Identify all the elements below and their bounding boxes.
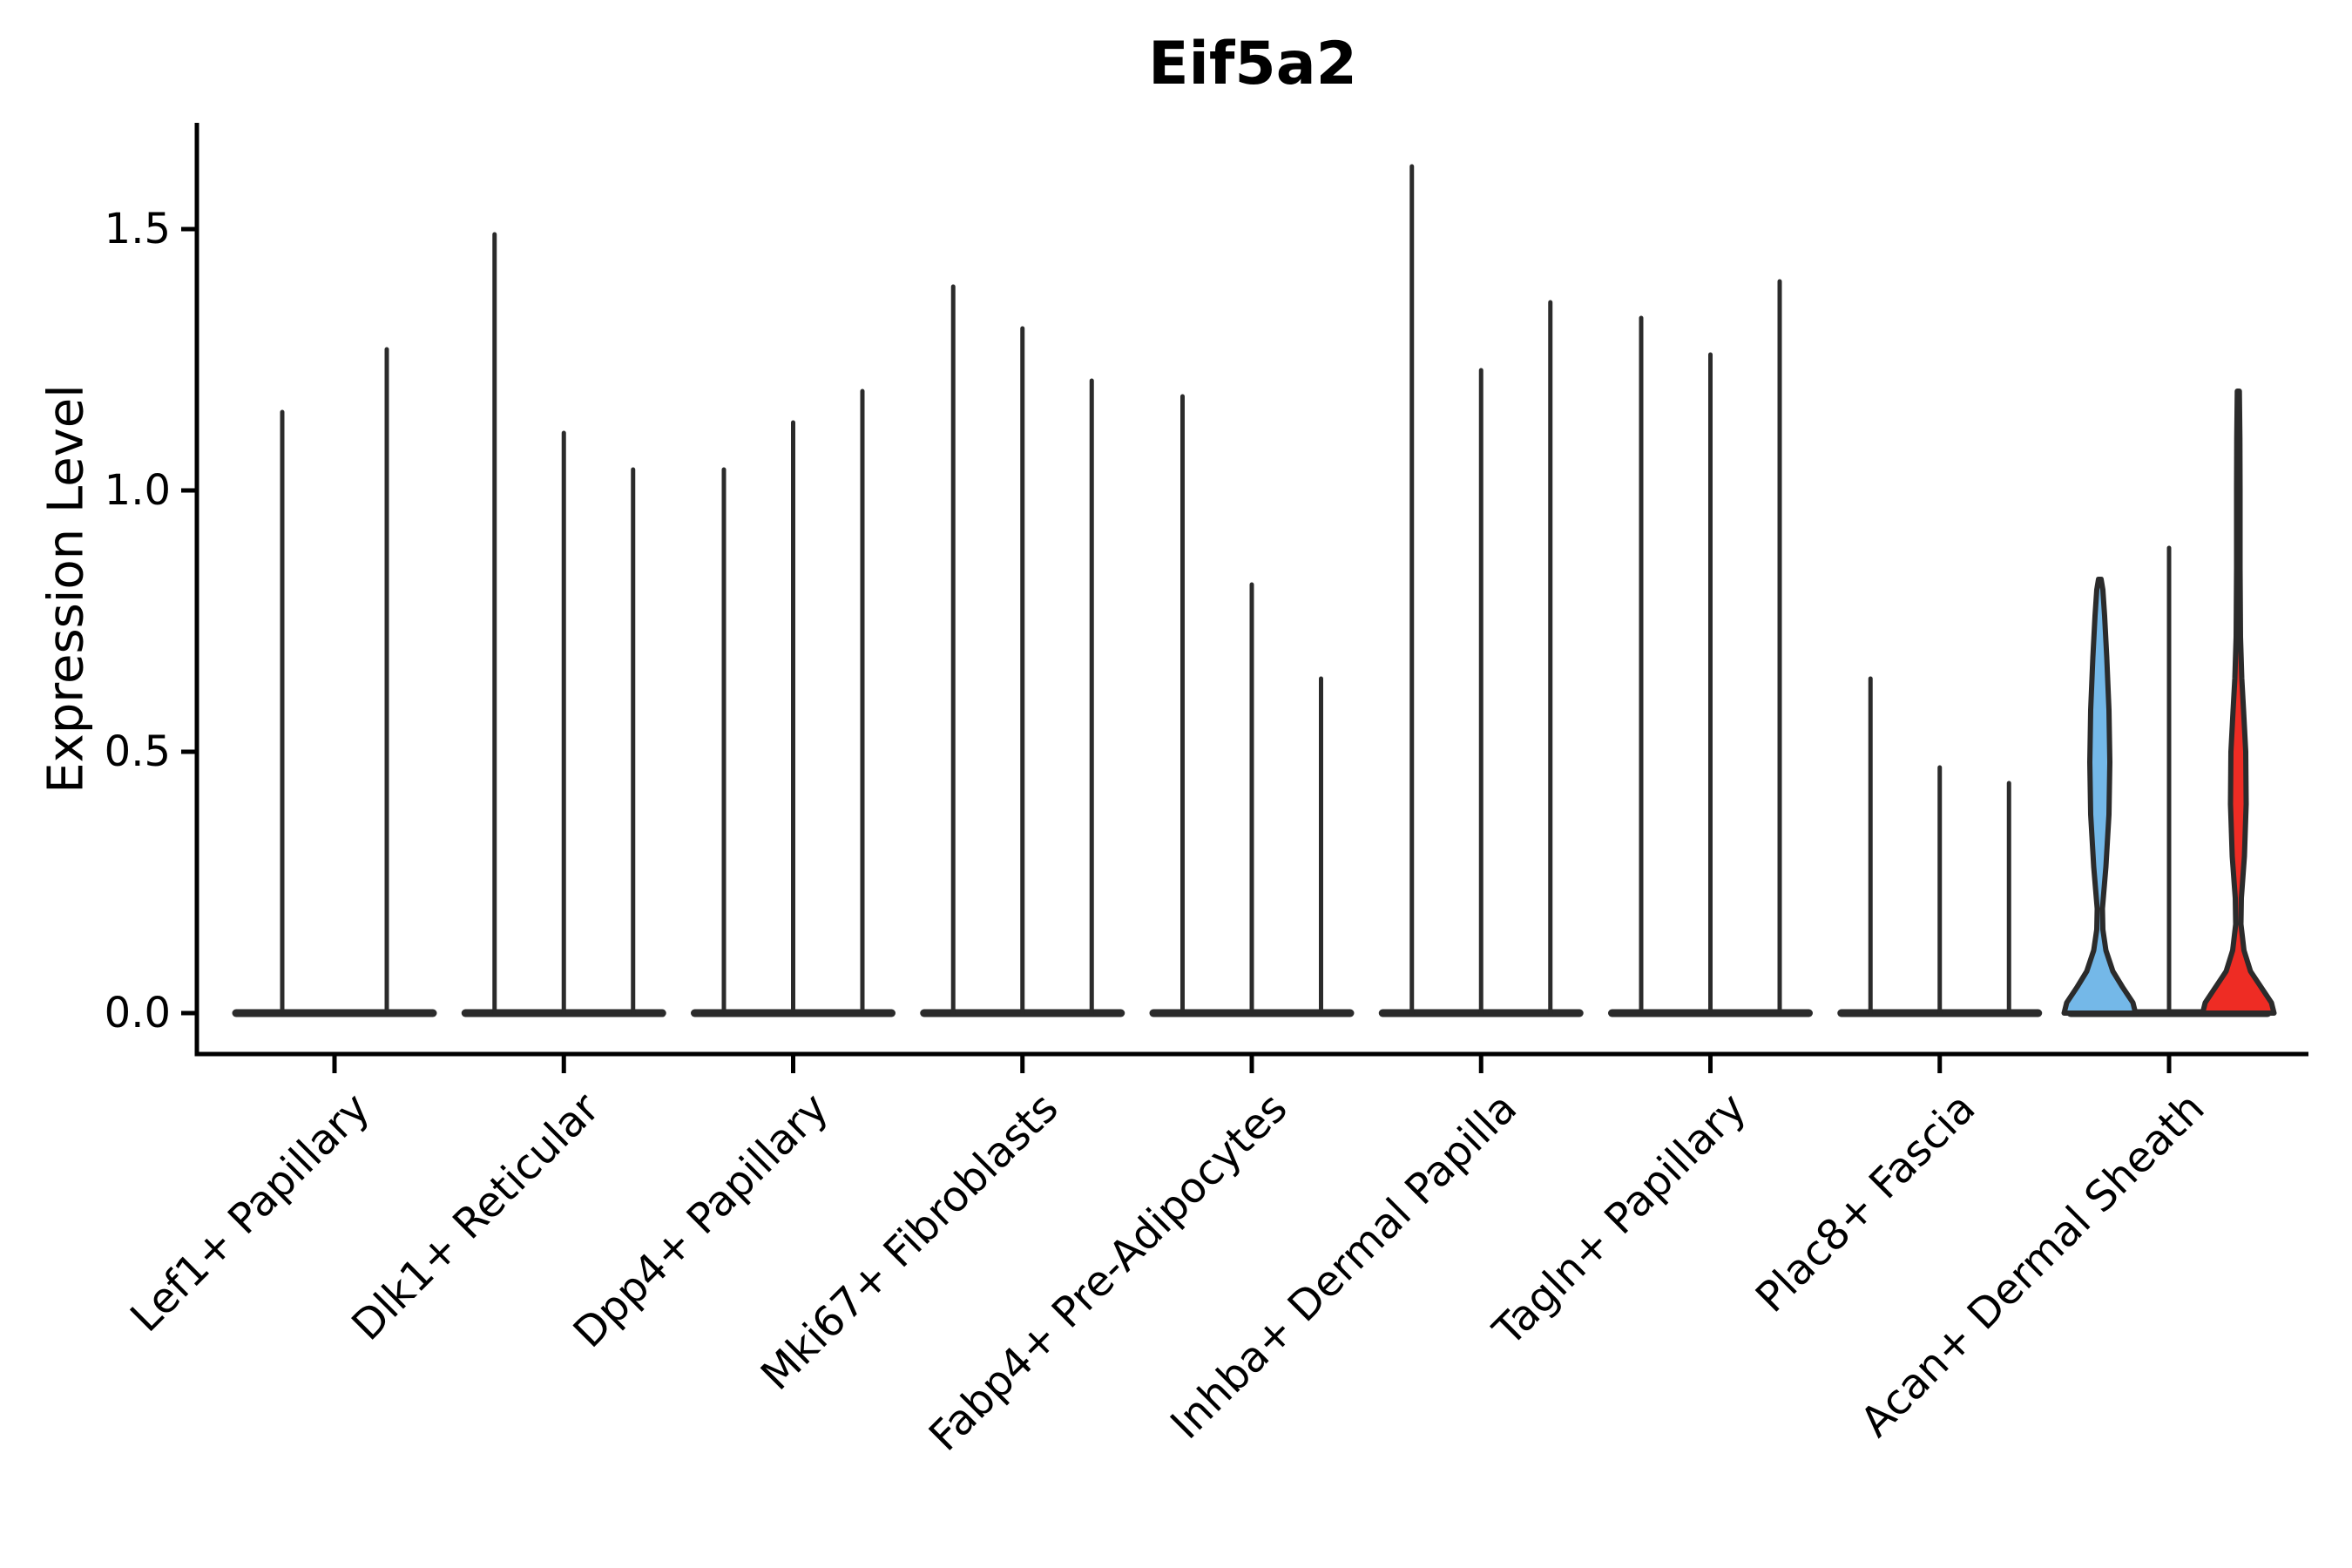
- y-tick-label: 0.0: [104, 989, 171, 1037]
- y-tick-label: 0.5: [104, 727, 171, 776]
- chart-title: Eif5a2: [1148, 30, 1357, 98]
- violin-filled-blue: [2061, 577, 2139, 1016]
- violin-filled-red: [2200, 389, 2277, 1016]
- y-tick-label: 1.5: [104, 205, 171, 253]
- y-tick-label: 1.0: [104, 466, 171, 515]
